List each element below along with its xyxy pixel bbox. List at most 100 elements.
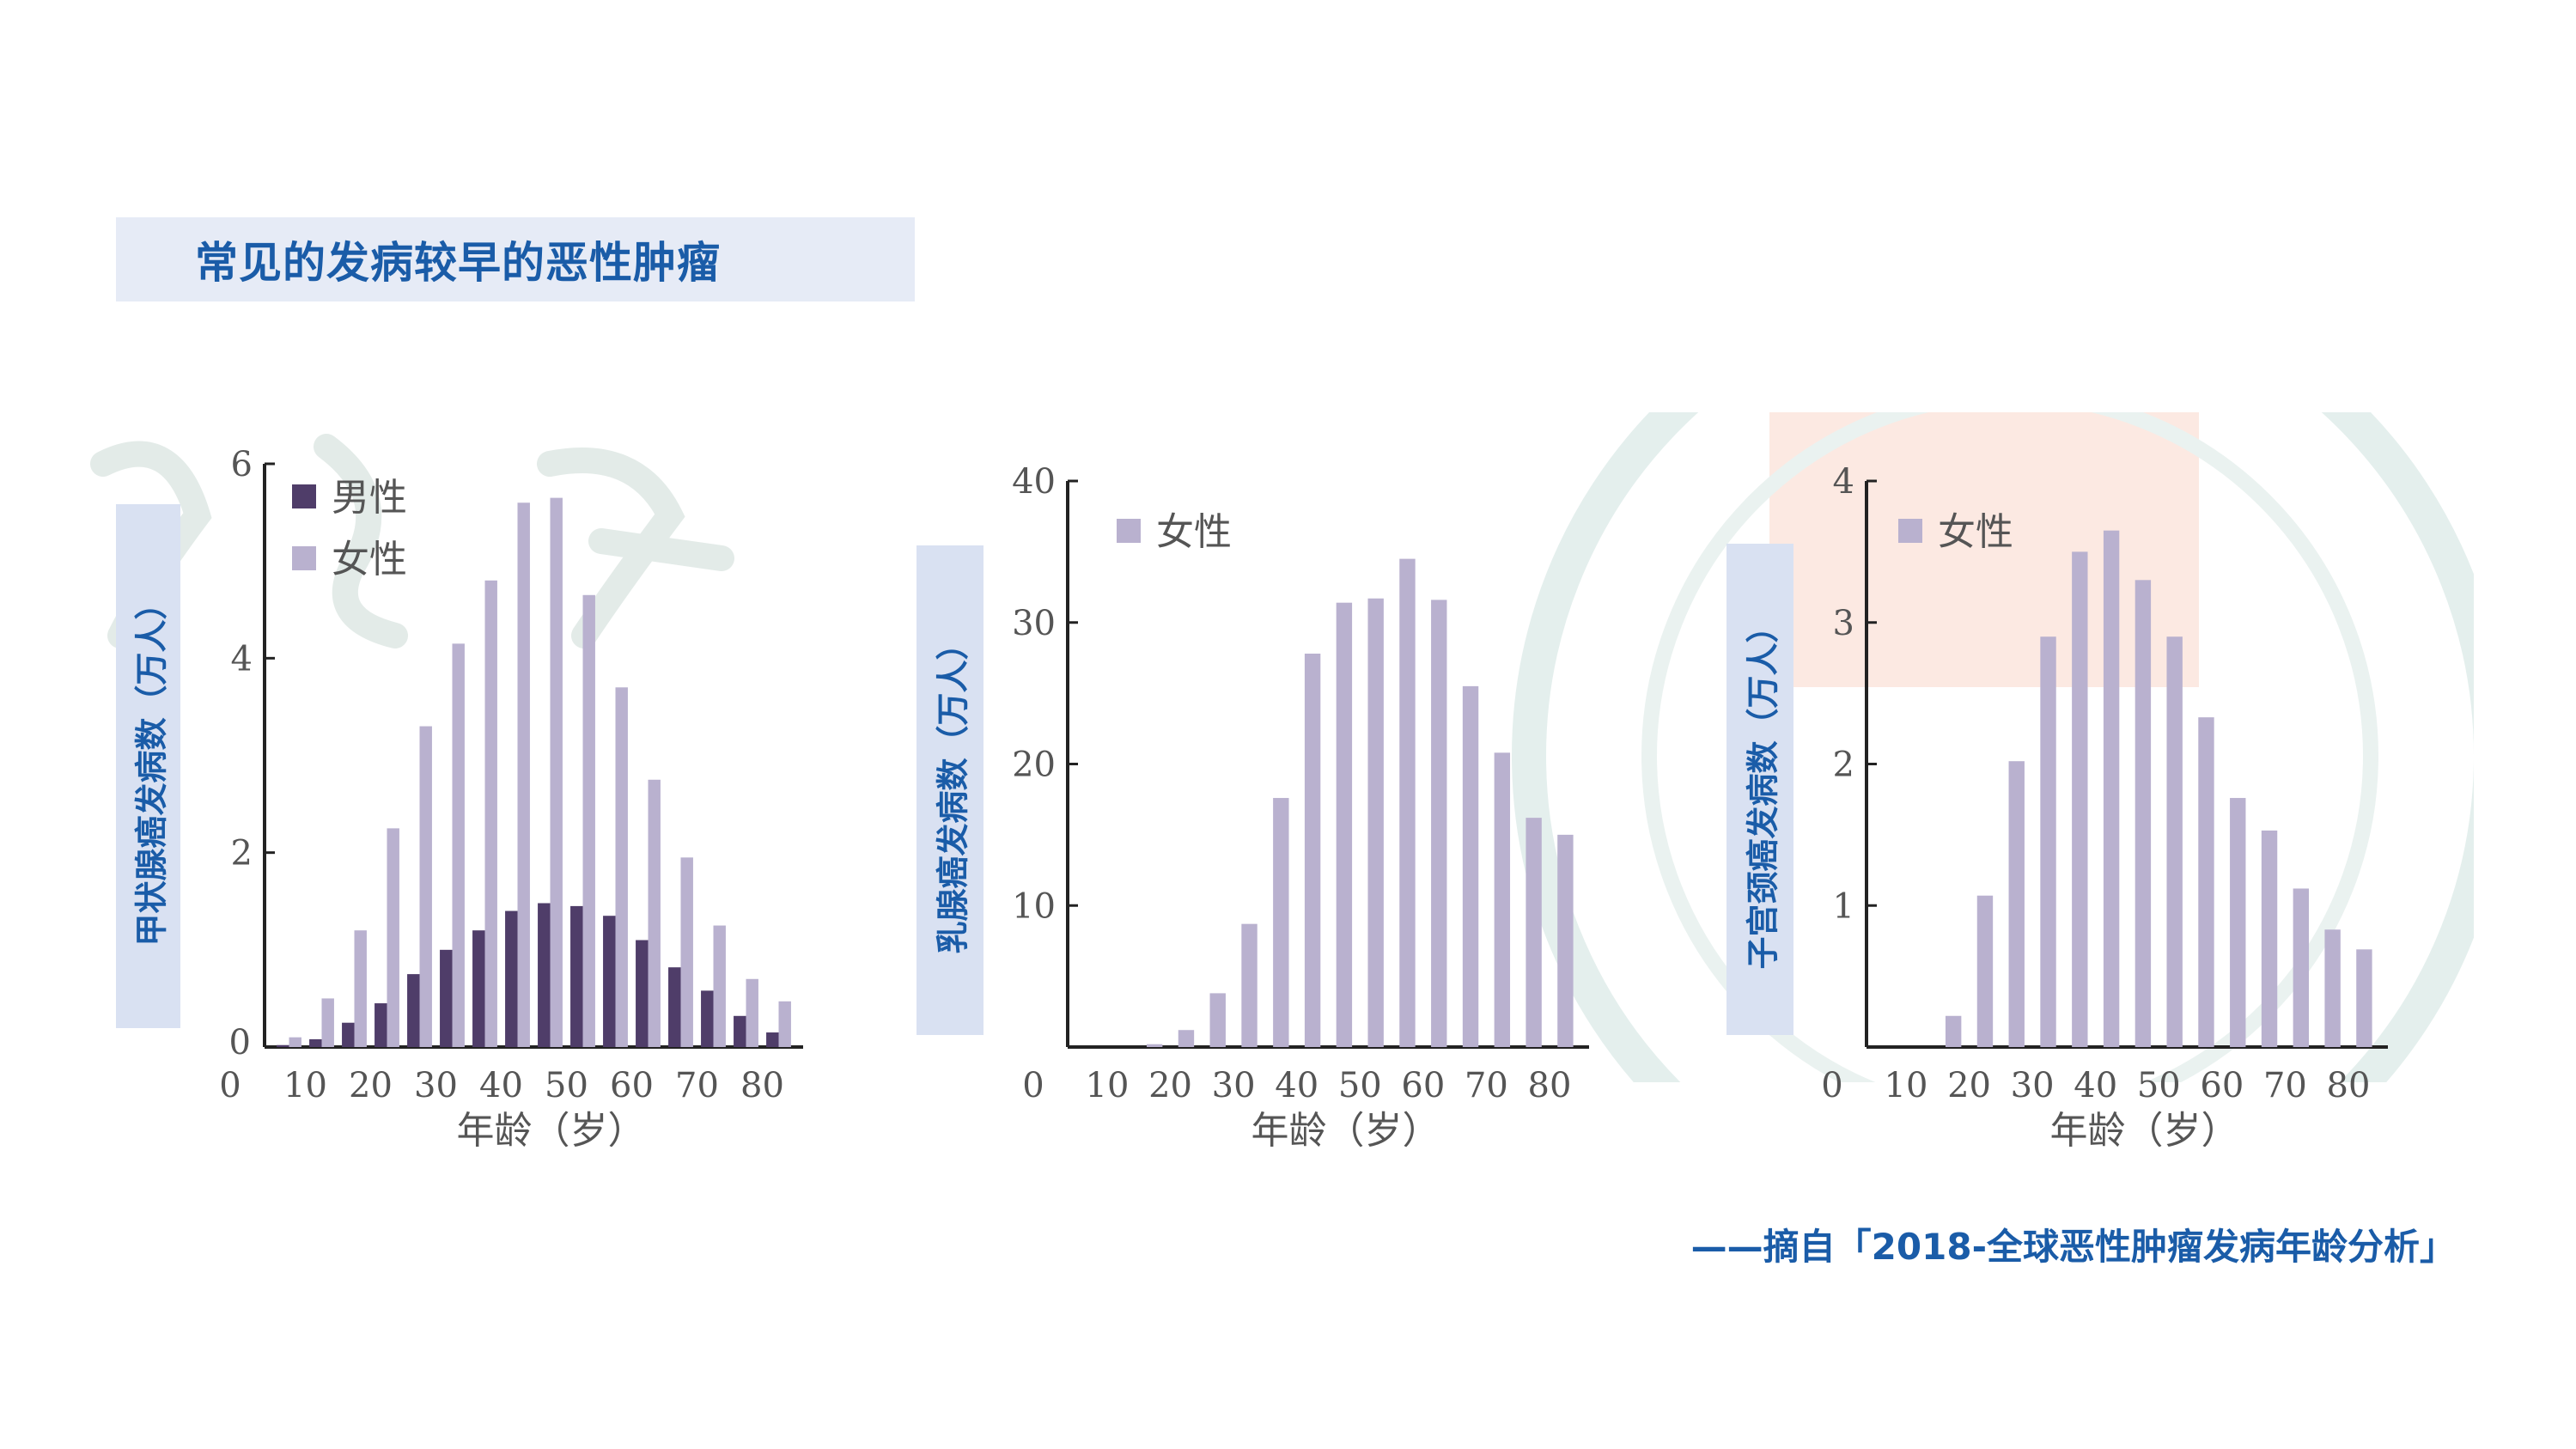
bar-female — [517, 502, 530, 1047]
legend-swatch — [292, 546, 316, 570]
bar-male — [701, 990, 714, 1047]
bar-female — [1178, 1030, 1195, 1047]
bar-male — [538, 903, 551, 1047]
bar-male — [407, 974, 420, 1047]
x-tick-label: 80 — [1528, 1066, 1572, 1105]
bar-male — [309, 1038, 322, 1047]
bar-female — [1431, 600, 1447, 1047]
x-tick-label: 0 — [1022, 1066, 1044, 1105]
x-tick-label: 0 — [219, 1066, 241, 1105]
bar-male — [734, 1015, 746, 1047]
bar-female — [2134, 580, 2152, 1047]
bar-female — [387, 828, 399, 1047]
y-tick-label: 4 — [1833, 462, 1854, 502]
legend-label: 女性 — [1938, 510, 2013, 554]
legend-label: 女性 — [1156, 510, 1232, 554]
y-tick-label: 40 — [1012, 462, 1056, 502]
bar-female — [648, 779, 661, 1047]
legend-label: 男性 — [332, 476, 407, 520]
bar-male — [636, 940, 649, 1047]
bar-female — [1399, 558, 1416, 1047]
bar-female — [680, 857, 693, 1047]
bar-female — [1494, 752, 1511, 1047]
y-tick-label: 4 — [231, 639, 253, 679]
x-tick-label: 70 — [675, 1066, 719, 1105]
bar-female — [1462, 685, 1479, 1047]
bar-female — [713, 925, 726, 1047]
bar-male — [603, 916, 616, 1047]
ylabel-breast: 乳腺癌发病数（万人） — [934, 626, 972, 954]
x-axis-title: 年龄（岁） — [2050, 1109, 2239, 1153]
bar-female — [2293, 888, 2310, 1047]
x-tick-label: 30 — [2011, 1066, 2055, 1105]
bar-male — [375, 1003, 387, 1047]
y-tick-label: 2 — [1833, 746, 1854, 785]
legend-label: 女性 — [332, 538, 407, 581]
bar-female — [1526, 818, 1542, 1047]
x-tick-label: 70 — [2263, 1066, 2307, 1105]
bar-male — [668, 967, 681, 1047]
bar-female — [289, 1037, 301, 1047]
x-tick-label: 40 — [479, 1066, 523, 1105]
x-tick-label: 60 — [1401, 1066, 1445, 1105]
source-citation: ——摘自「2018-全球恶性肿瘤发病年龄分析」 — [1690, 1226, 2456, 1268]
x-tick-label: 0 — [1821, 1066, 1842, 1105]
bar-female — [2040, 636, 2056, 1047]
bar-male — [472, 930, 485, 1047]
x-tick-label: 20 — [1947, 1066, 1991, 1105]
y-tick-label: 2 — [231, 834, 253, 874]
bar-male — [570, 905, 583, 1047]
bar-female — [582, 594, 595, 1047]
bar-female — [1367, 598, 1384, 1047]
ylabel-thyroid: 甲状腺癌发病数（万人） — [132, 586, 171, 947]
bar-male — [440, 949, 453, 1047]
y-tick-label: 30 — [1012, 604, 1056, 643]
bar-female — [2008, 761, 2025, 1047]
bar-male — [277, 1044, 289, 1047]
bar-female — [1273, 798, 1289, 1047]
bar-female — [1241, 923, 1258, 1047]
bar-female — [2356, 949, 2372, 1047]
x-tick-label: 10 — [283, 1066, 327, 1105]
x-tick-label: 80 — [2327, 1066, 2371, 1105]
bar-female — [746, 978, 758, 1047]
x-tick-label: 40 — [1275, 1066, 1318, 1105]
x-tick-label: 40 — [2074, 1066, 2117, 1105]
bar-female — [2198, 717, 2214, 1047]
bar-male — [505, 910, 518, 1047]
y-tick-label: 10 — [1012, 886, 1056, 926]
bar-female — [1976, 895, 1994, 1047]
x-tick-label: 70 — [1465, 1066, 1508, 1105]
x-tick-label: 50 — [2137, 1066, 2181, 1105]
bar-female — [615, 687, 628, 1047]
bar-female — [321, 998, 334, 1047]
bar-female — [778, 1001, 791, 1047]
ylabel-cervical: 子宫颈癌发病数（万人） — [1744, 609, 1782, 970]
bar-female — [2261, 830, 2278, 1047]
bar-female — [1209, 993, 1226, 1047]
x-tick-label: 30 — [1212, 1066, 1256, 1105]
y-tick-label: 20 — [1012, 746, 1056, 785]
bar-female — [354, 930, 367, 1047]
y-tick-label: 6 — [231, 445, 253, 484]
ylabel-box-cervical: 子宫颈癌发病数（万人） — [1726, 544, 1793, 1035]
bar-female — [1557, 834, 1574, 1047]
bar-female — [1336, 602, 1353, 1047]
bar-male — [342, 1022, 355, 1047]
legend-swatch — [292, 484, 316, 508]
x-tick-label: 50 — [1338, 1066, 1382, 1105]
legend-swatch — [1117, 519, 1141, 543]
x-tick-label: 20 — [1148, 1066, 1192, 1105]
bar-female — [2072, 551, 2088, 1047]
bar-female — [419, 726, 432, 1047]
bar-female — [1945, 1015, 1962, 1047]
x-tick-label: 50 — [545, 1066, 588, 1105]
title-banner: 常见的发病较早的恶性肿瘤 — [116, 217, 915, 301]
y-tick-label: 3 — [1833, 604, 1854, 643]
y-tick-label: 1 — [1833, 886, 1854, 926]
bar-female — [452, 643, 465, 1047]
ylabel-box-breast: 乳腺癌发病数（万人） — [917, 545, 984, 1035]
x-tick-label: 80 — [740, 1066, 784, 1105]
x-tick-label: 10 — [1086, 1066, 1130, 1105]
x-axis-title: 年龄（岁） — [1251, 1109, 1440, 1153]
